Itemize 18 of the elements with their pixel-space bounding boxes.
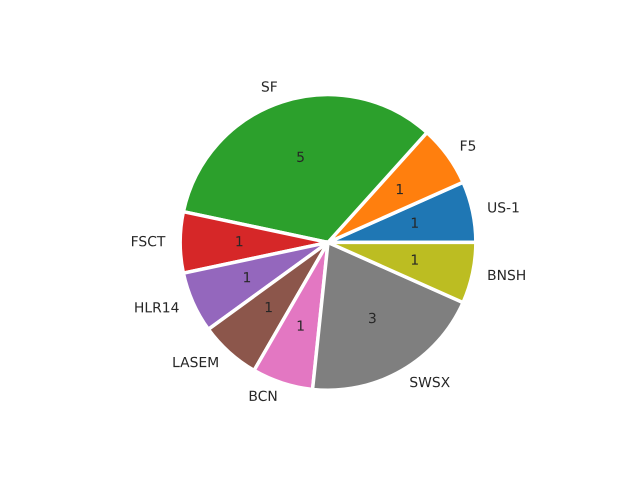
slice-label: BCN <box>250 390 276 402</box>
slice-label: FSCT <box>132 236 166 246</box>
slice-label: F5 <box>460 140 476 151</box>
data-label: 1 <box>412 254 418 265</box>
data-label: 1 <box>236 236 242 246</box>
data-label: 1 <box>396 184 403 194</box>
slice-label: LASEM <box>173 356 218 368</box>
slice-label: HLR14 <box>135 302 179 312</box>
data-label: 3 <box>368 312 376 324</box>
slice-label: US-1 <box>488 202 519 213</box>
slice-label: BNSH <box>488 270 525 280</box>
data-label: 5 <box>297 152 304 162</box>
data-label: 1 <box>412 218 418 228</box>
data-label: 1 <box>244 272 250 282</box>
data-label: 1 <box>298 320 304 331</box>
slice-label: SWSX <box>410 376 450 388</box>
data-label: 1 <box>266 302 272 312</box>
slice-label: SF <box>262 81 277 92</box>
